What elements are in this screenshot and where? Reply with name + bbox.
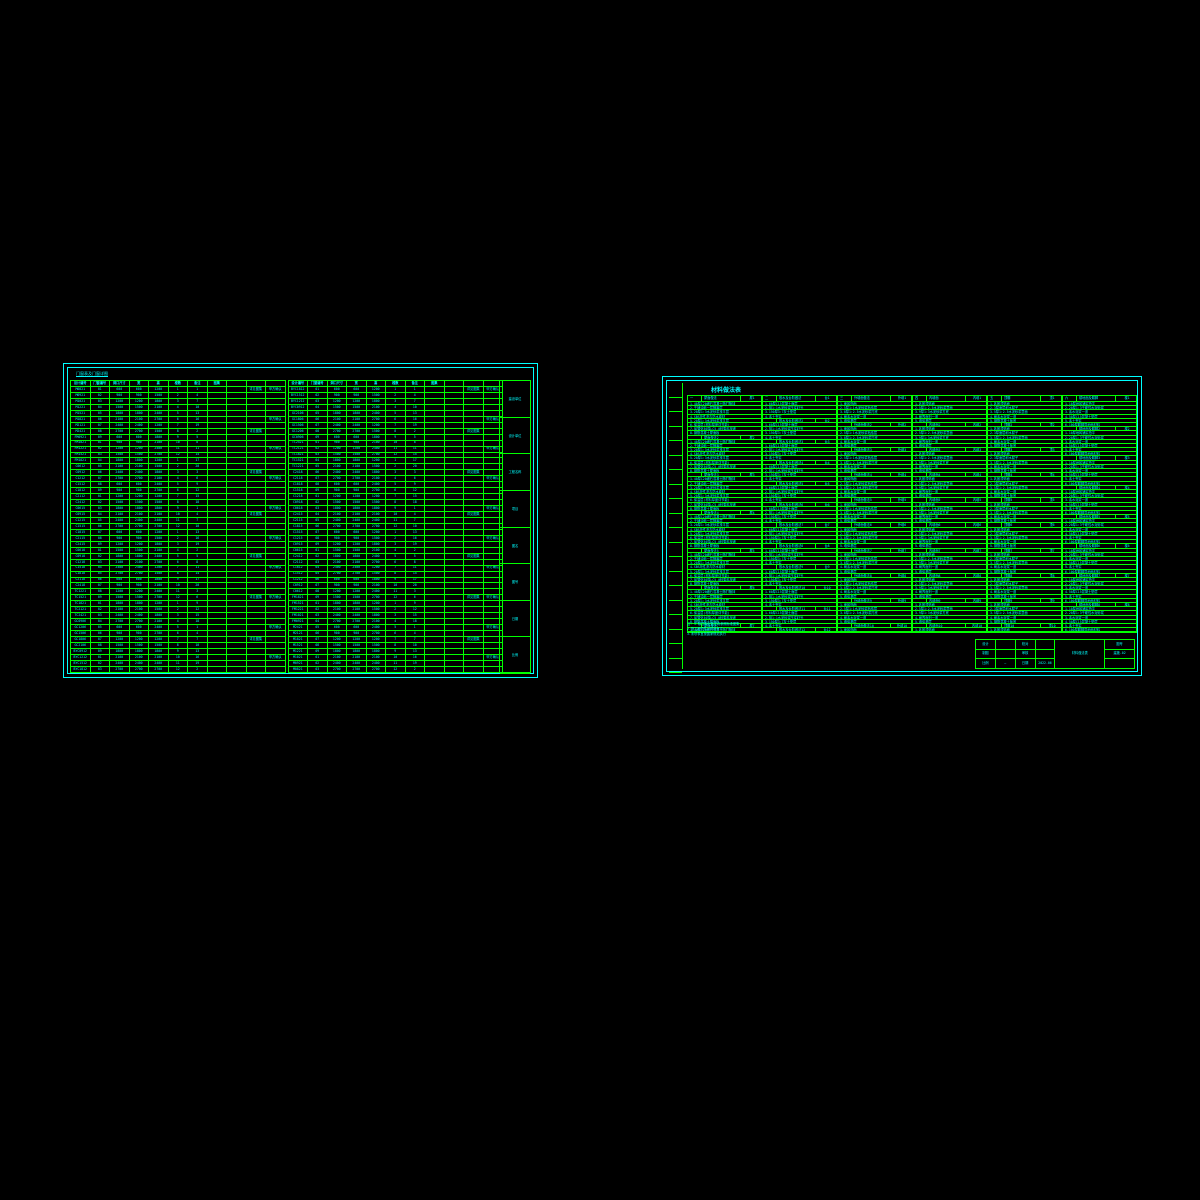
spec-column-1: 一 屋面做法 屋1 1.40厚C20细石混凝土随打随抹2.干铺油毡一层隔离层3.… [687,395,762,633]
door-window-table-right: 设计编号门窗编号洞口尺寸宽高樘数备注图集BYC18120160060012001… [288,380,504,673]
drawing-sheet-2: 材料做法表 一 屋面做法 屋1 1.40厚C20细石混凝土随打随抹2.干铺油毡一… [662,376,1142,676]
spec-column-6: 六 楼地面及踢脚 楼1 1.10厚地砖铺实拍平2.20厚1:3干硬性水泥砂浆3.… [1062,395,1137,633]
spec-column-4: 四 内墙面 内墙1 1.乳胶漆饰面2.5厚1:2.5水泥砂浆罩面3.9厚1:3水… [912,395,987,633]
material-spec-columns: 一 屋面做法 屋1 1.40厚C20细石混凝土随打随抹2.干铺油毡一层隔离层3.… [687,395,1137,633]
sheet-2-frame: 材料做法表 一 屋面做法 屋1 1.40厚C20细石混凝土随打随抹2.干铺油毡一… [666,380,1138,672]
sheet-1-titlestrip: 建设单位设计单位工程名称项目图名图号日期比例 [499,380,531,673]
spec-column-5: 五 顶棚 顶1 1.乳胶漆饰面2.3厚面层耐水腻子3.5厚1:2.5水泥砂浆罩面… [987,395,1062,633]
spec-column-3: 三 外墙面做法 外墙1 1.面砖饰面2.5厚1:1水泥砂浆粘结层3.8厚1:2.… [837,395,912,633]
sheet-2-title: 材料做法表 [711,385,741,394]
binding-strip [669,383,683,669]
drawing-sheet-1: 门窗表及门窗详图 设计编号门窗编号洞口尺寸宽高樘数备注图集M0821016006… [63,363,538,678]
cad-canvas: 门窗表及门窗详图 设计编号门窗编号洞口尺寸宽高樘数备注图集M0821016006… [0,0,1200,1200]
sheet-1-frame: 门窗表及门窗详图 设计编号门窗编号洞口尺寸宽高樘数备注图集M0821016006… [67,367,534,674]
material-notes: 注: 1.除注明外做法均参照标准图集2.施工前须核对现场尺寸3.未尽事宜按国家规… [687,622,739,637]
spec-column-2: 二 散水及台阶做法 台1 1.60厚C15混凝土面层2.抹1:1水泥砂浆压实赶光… [762,395,837,633]
sheet-2-titleblock: 设计 校对 材料做法表 图号 制图 审核 建施-02 比例 — 日期 2022.… [975,639,1135,669]
sheet-1-title: 门窗表及门窗详图 [76,371,108,377]
note-line: 3.未尽事宜按国家规范执行 [687,632,739,637]
door-window-table-left: 设计编号门窗编号洞口尺寸宽高樘数备注图集M082101600600120011详… [70,380,286,673]
